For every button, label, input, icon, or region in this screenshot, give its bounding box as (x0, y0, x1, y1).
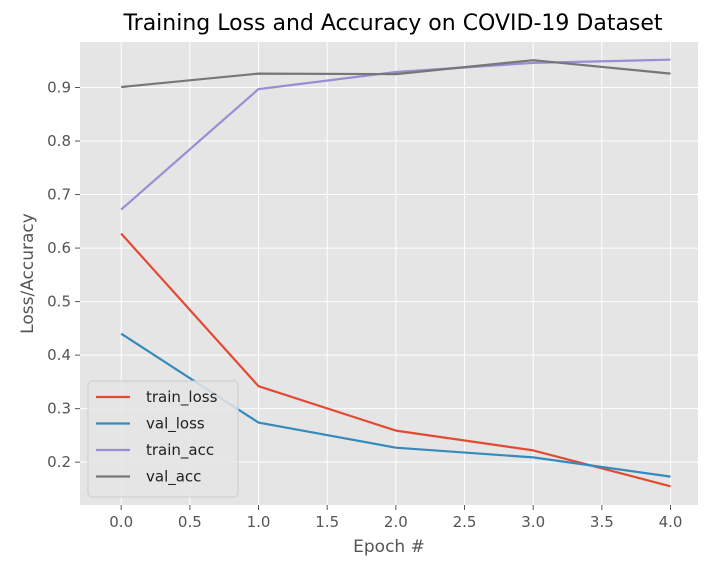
x-tick-label: 0.5 (178, 513, 202, 531)
legend: train_loss val_loss train_acc val_acc (87, 380, 239, 498)
x-axis-label: Epoch # (353, 537, 425, 557)
y-tick-label: 0.8 (47, 132, 71, 150)
y-tick-label: 0.9 (47, 78, 71, 96)
x-tick-label: 1.0 (247, 513, 271, 531)
series-line-train-loss (120, 232, 671, 488)
series-line-train-acc (120, 58, 671, 211)
x-tick-label: 2.5 (453, 513, 477, 531)
y-tick-label: 0.6 (47, 239, 71, 257)
y-tick-label: 0.7 (47, 186, 71, 204)
grid (80, 42, 698, 505)
y-tick-label: 0.5 (47, 293, 71, 311)
legend-box (87, 380, 239, 498)
legend-label: val_acc (146, 468, 201, 487)
y-axis-label: Loss/Accuracy (18, 213, 38, 334)
legend-label: train_loss (146, 388, 218, 407)
series-line-val-acc (121, 59, 671, 89)
x-tick-label: 2.0 (384, 513, 408, 531)
x-tick-label: 4.0 (659, 513, 683, 531)
x-tick-label: 3.5 (590, 513, 614, 531)
y-tick-label: 0.3 (47, 400, 71, 418)
y-ticks: 0.2 0.3 0.4 0.5 0.6 0.7 0.8 0.9 (47, 78, 80, 471)
x-tick-label: 0.0 (109, 513, 133, 531)
x-tick-label: 3.0 (521, 513, 545, 531)
x-ticks: 0.0 0.5 1.0 1.5 2.0 2.5 3.0 3.5 4.0 (109, 505, 682, 531)
chart-title: Training Loss and Accuracy on COVID-19 D… (122, 11, 662, 36)
y-tick-label: 0.2 (47, 453, 71, 471)
legend-label: val_loss (146, 415, 205, 434)
y-tick-label: 0.4 (47, 346, 71, 364)
x-tick-label: 1.5 (315, 513, 339, 531)
legend-label: train_acc (146, 441, 214, 460)
